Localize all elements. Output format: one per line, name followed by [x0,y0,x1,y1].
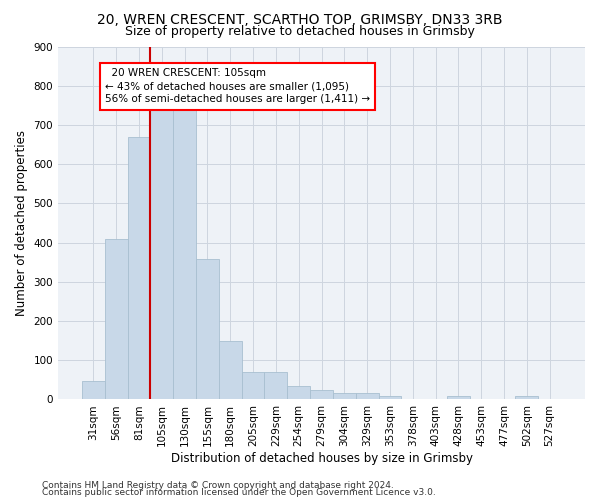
Text: Contains public sector information licensed under the Open Government Licence v3: Contains public sector information licen… [42,488,436,497]
Bar [242,372,265,400]
Bar [82,381,105,400]
Bar [287,386,310,400]
Text: Size of property relative to detached houses in Grimsby: Size of property relative to detached ho… [125,25,475,38]
Bar [265,372,287,400]
X-axis label: Distribution of detached houses by size in Grimsby: Distribution of detached houses by size … [170,452,473,465]
Bar [447,396,470,400]
Bar [333,393,356,400]
Bar [310,390,333,400]
Bar [515,396,538,400]
Bar [379,396,401,400]
Y-axis label: Number of detached properties: Number of detached properties [15,130,28,316]
Bar [219,342,242,400]
Bar [128,136,151,400]
Bar [173,106,196,400]
Bar [196,259,219,400]
Text: 20 WREN CRESCENT: 105sqm
← 43% of detached houses are smaller (1,095)
56% of sem: 20 WREN CRESCENT: 105sqm ← 43% of detach… [105,68,370,104]
Bar [151,106,173,400]
Bar [105,238,128,400]
Text: 20, WREN CRESCENT, SCARTHO TOP, GRIMSBY, DN33 3RB: 20, WREN CRESCENT, SCARTHO TOP, GRIMSBY,… [97,12,503,26]
Bar [356,393,379,400]
Text: Contains HM Land Registry data © Crown copyright and database right 2024.: Contains HM Land Registry data © Crown c… [42,480,394,490]
